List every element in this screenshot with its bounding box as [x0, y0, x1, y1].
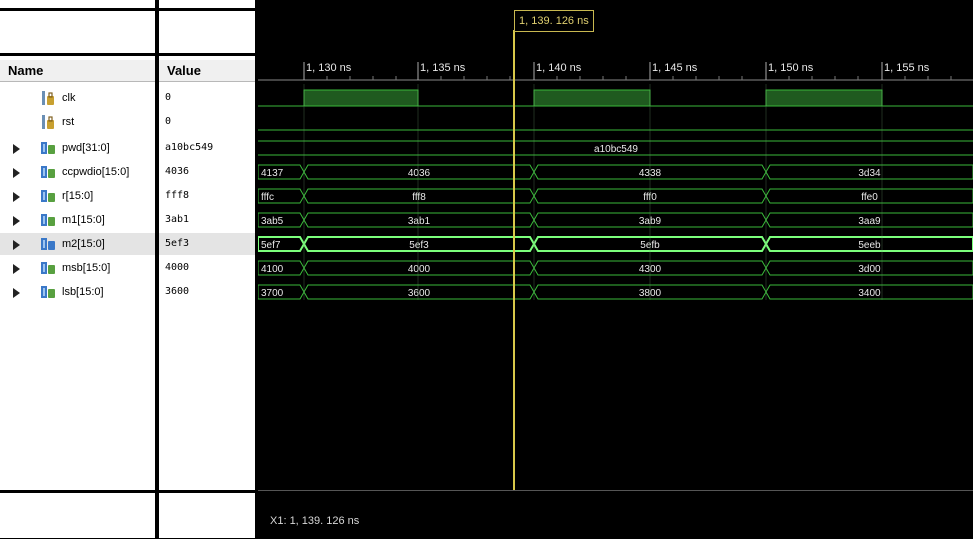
top-divider — [0, 8, 258, 11]
bus-value-label: 4137 — [261, 168, 284, 179]
time-tick-label: 1, 140 ns — [536, 62, 582, 74]
bus-segment — [765, 188, 973, 204]
expand-arrow-icon[interactable] — [13, 288, 20, 298]
signal-name: lsb[15:0] — [62, 286, 104, 298]
signal-row[interactable]: m2[15:0] — [0, 233, 155, 255]
signal-panel: Name Value clk 0 rst 0 pwd[31:0] a10bc549 ccpw… — [0, 0, 259, 538]
signal-row[interactable]: msb[15:0] — [0, 257, 155, 279]
bus-value-label: 5ef7 — [261, 240, 281, 251]
signal-row[interactable]: m1[15:0] — [0, 209, 155, 231]
signal-value: 0 — [165, 116, 172, 127]
time-tick-label: 1, 135 ns — [420, 62, 466, 74]
signal-value: fff8 — [165, 190, 190, 201]
bus-value-label: 3aa9 — [858, 216, 881, 227]
bus-value-label: 3400 — [858, 288, 881, 299]
bus-value-label: 5eeb — [858, 240, 881, 251]
signal-name: msb[15:0] — [62, 262, 111, 274]
scalar-signal-icon — [42, 91, 54, 105]
bus-segment — [764, 236, 973, 252]
value-column-header[interactable]: Value — [159, 60, 255, 82]
expand-arrow-icon[interactable] — [13, 240, 20, 250]
time-tick-label: 1, 155 ns — [884, 62, 930, 74]
expand-arrow-icon[interactable] — [13, 192, 20, 202]
bus-value-label: 3d34 — [858, 168, 881, 179]
signal-row[interactable]: ccpwdio[15:0] — [0, 161, 155, 183]
signal-value: a10bc549 — [165, 142, 214, 153]
bus-value-label: 3700 — [261, 288, 284, 299]
cursor-readout: X1: 1, 139. 126 ns — [270, 515, 360, 527]
name-column — [0, 0, 155, 538]
cursor-time-label: 1, 139. 126 ns — [514, 10, 594, 32]
signal-row[interactable]: pwd[31:0] — [0, 137, 155, 159]
scalar-signal-icon — [42, 115, 54, 129]
bus-signal-icon — [41, 214, 55, 226]
bus-signal-icon — [41, 190, 55, 202]
status-bar: X1: 1, 139. 126 ns — [258, 490, 973, 539]
time-tick-label: 1, 130 ns — [306, 62, 352, 74]
bus-value-label: 4036 — [408, 168, 431, 179]
signal-row[interactable]: rst — [0, 111, 155, 133]
bus-value-label: a10bc549 — [594, 144, 638, 155]
bus-value-label: 4100 — [261, 264, 284, 275]
bus-value-label: fffc — [261, 192, 274, 203]
bus-value-label: 4000 — [408, 264, 431, 275]
signal-value: 3600 — [165, 286, 190, 297]
time-tick-label: 1, 145 ns — [652, 62, 698, 74]
bus-segment — [765, 260, 973, 276]
signal-row[interactable]: r[15:0] — [0, 185, 155, 207]
bus-value-label: fff8 — [412, 192, 426, 203]
signal-value: 5ef3 — [159, 233, 255, 255]
expand-arrow-icon[interactable] — [13, 144, 20, 154]
signal-value: 3ab1 — [165, 214, 190, 225]
bus-segment — [765, 284, 973, 300]
expand-arrow-icon[interactable] — [13, 216, 20, 226]
signal-value: 4036 — [165, 166, 190, 177]
bus-signal-icon — [41, 166, 55, 178]
bus-segment — [258, 140, 973, 156]
bus-value-label: 3d00 — [858, 264, 881, 275]
waveform-viewer[interactable]: a10bc549 4137 4036 4338 3d34 fffc fff8 fff0 ffe0… — [258, 0, 973, 538]
bus-signal-icon — [41, 142, 55, 154]
clk-high-pulse — [303, 89, 419, 107]
bus-signal-icon — [41, 262, 55, 274]
column-splitter[interactable] — [155, 0, 159, 538]
signal-value: 0 — [165, 92, 172, 103]
signal-name: pwd[31:0] — [62, 142, 110, 154]
value-column — [159, 0, 255, 538]
bus-value-label: 3600 — [408, 288, 431, 299]
bus-segment — [765, 164, 973, 180]
signal-row[interactable]: lsb[15:0] — [0, 281, 155, 303]
signal-name: ccpwdio[15:0] — [62, 166, 130, 178]
signal-name: m2[15:0] — [62, 238, 105, 250]
bus-signal-icon — [41, 286, 55, 298]
expand-arrow-icon[interactable] — [13, 168, 20, 178]
signal-name: r[15:0] — [62, 190, 94, 202]
bus-value-label: 3ab1 — [408, 216, 431, 227]
bus-segment — [765, 212, 973, 228]
bus-value-label: 3ab5 — [261, 216, 284, 227]
bottom-divider — [0, 490, 258, 493]
bus-value-label: 5ef3 — [409, 240, 429, 251]
bus-signal-icon — [41, 238, 55, 250]
name-column-header[interactable]: Name — [0, 60, 155, 82]
bus-value-label: ffe0 — [861, 192, 878, 203]
clk-high-pulse — [765, 89, 883, 107]
panel-splitter[interactable] — [255, 0, 259, 538]
signal-name: clk — [62, 92, 76, 104]
signal-name: rst — [62, 116, 75, 128]
time-tick-label: 1, 150 ns — [768, 62, 814, 74]
signal-value: 4000 — [165, 262, 190, 273]
signal-row[interactable]: clk — [0, 87, 155, 109]
signal-name: m1[15:0] — [62, 214, 105, 226]
header-divider — [0, 53, 258, 56]
expand-arrow-icon[interactable] — [13, 264, 20, 274]
clk-high-pulse — [533, 89, 651, 107]
